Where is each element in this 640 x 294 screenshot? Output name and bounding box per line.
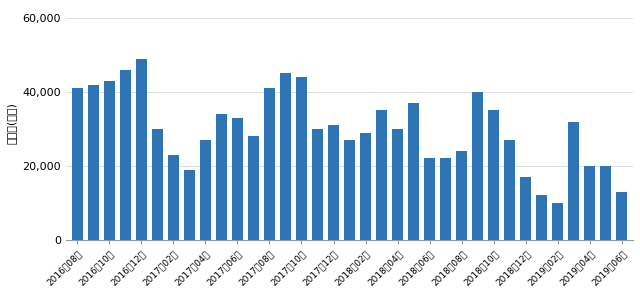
Bar — [392, 129, 403, 240]
Bar — [184, 170, 195, 240]
Bar — [568, 121, 579, 240]
Bar — [248, 136, 259, 240]
Bar — [152, 129, 163, 240]
Bar — [296, 77, 307, 240]
Bar — [408, 103, 419, 240]
Bar — [200, 140, 211, 240]
Bar — [232, 118, 243, 240]
Bar — [72, 88, 83, 240]
Bar — [600, 166, 611, 240]
Bar — [88, 85, 99, 240]
Bar — [520, 177, 531, 240]
Y-axis label: 거래량(건수): 거래량(건수) — [7, 102, 17, 144]
Bar — [456, 151, 467, 240]
Bar — [472, 92, 483, 240]
Bar — [136, 59, 147, 240]
Bar — [488, 111, 499, 240]
Bar — [616, 192, 627, 240]
Bar — [504, 140, 515, 240]
Bar — [584, 166, 595, 240]
Bar — [360, 133, 371, 240]
Bar — [424, 158, 435, 240]
Bar — [440, 158, 451, 240]
Bar — [536, 196, 547, 240]
Bar — [264, 88, 275, 240]
Bar — [280, 74, 291, 240]
Bar — [552, 203, 563, 240]
Bar — [312, 129, 323, 240]
Bar — [104, 81, 115, 240]
Bar — [376, 111, 387, 240]
Bar — [120, 70, 131, 240]
Bar — [168, 155, 179, 240]
Bar — [344, 140, 355, 240]
Bar — [328, 125, 339, 240]
Bar — [216, 114, 227, 240]
